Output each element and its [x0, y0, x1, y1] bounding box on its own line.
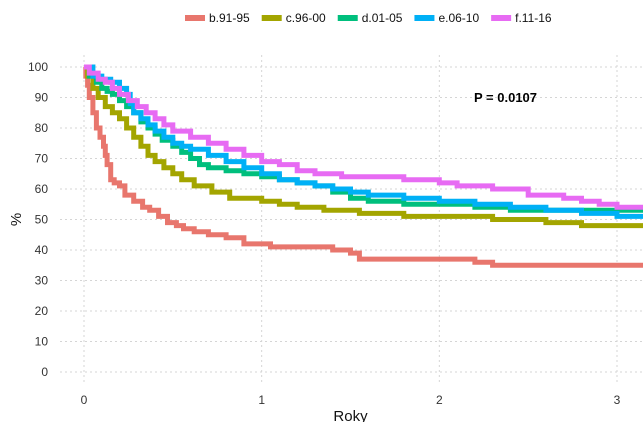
y-tick-label-50: 50: [35, 213, 49, 227]
series-line-f.11-16: [84, 64, 643, 210]
y-tick-label-10: 10: [35, 335, 49, 349]
y-axis-label: %: [8, 213, 25, 226]
legend-label-f.11-16: f.11-16: [515, 11, 552, 25]
y-tick-label-40: 40: [35, 243, 49, 257]
y-tick-label-0: 0: [41, 365, 48, 379]
x-tick-label-3: 3: [614, 393, 621, 407]
y-tick-label-90: 90: [35, 91, 49, 105]
legend-key-b.91-95: [185, 15, 205, 21]
legend: b.91-95 c.96-00 d.01-05 e.06-10 f.11-16: [185, 11, 552, 25]
series-line-d.01-05: [84, 64, 643, 213]
x-tick-label-0: 0: [81, 393, 88, 407]
legend-label-c.96-00: c.96-00: [286, 11, 326, 25]
y-tick-label-70: 70: [35, 152, 49, 166]
legend-key-f.11-16: [491, 15, 512, 21]
p-value-annotation: P = 0.0107: [474, 90, 537, 105]
y-tick-label-60: 60: [35, 182, 49, 196]
x-tick-label-1: 1: [258, 393, 265, 407]
series-line-c.96-00: [84, 64, 643, 229]
gridlines: [60, 55, 643, 382]
x-tick-label-2: 2: [436, 393, 443, 407]
y-tick-label-20: 20: [35, 304, 49, 318]
y-tick-label-100: 100: [28, 60, 48, 74]
x-axis-label: Roky: [333, 408, 368, 422]
legend-key-d.01-05: [337, 15, 358, 21]
legend-key-c.96-00: [261, 15, 282, 21]
legend-key-e.06-10: [414, 15, 435, 21]
y-tick-label-80: 80: [35, 121, 49, 135]
y-axis-ticks: 0 10 20 30 40 50 60 70 80 90 100: [28, 60, 48, 379]
legend-label-e.06-10: e.06-10: [438, 11, 479, 25]
legend-label-b.91-95: b.91-95: [209, 11, 250, 25]
survival-curves: [83, 64, 643, 268]
legend-label-d.01-05: d.01-05: [362, 11, 403, 25]
y-tick-label-30: 30: [35, 274, 49, 288]
series-line-b.91-95: [83, 64, 643, 268]
x-axis-ticks: 0 1 2 3: [81, 393, 621, 407]
